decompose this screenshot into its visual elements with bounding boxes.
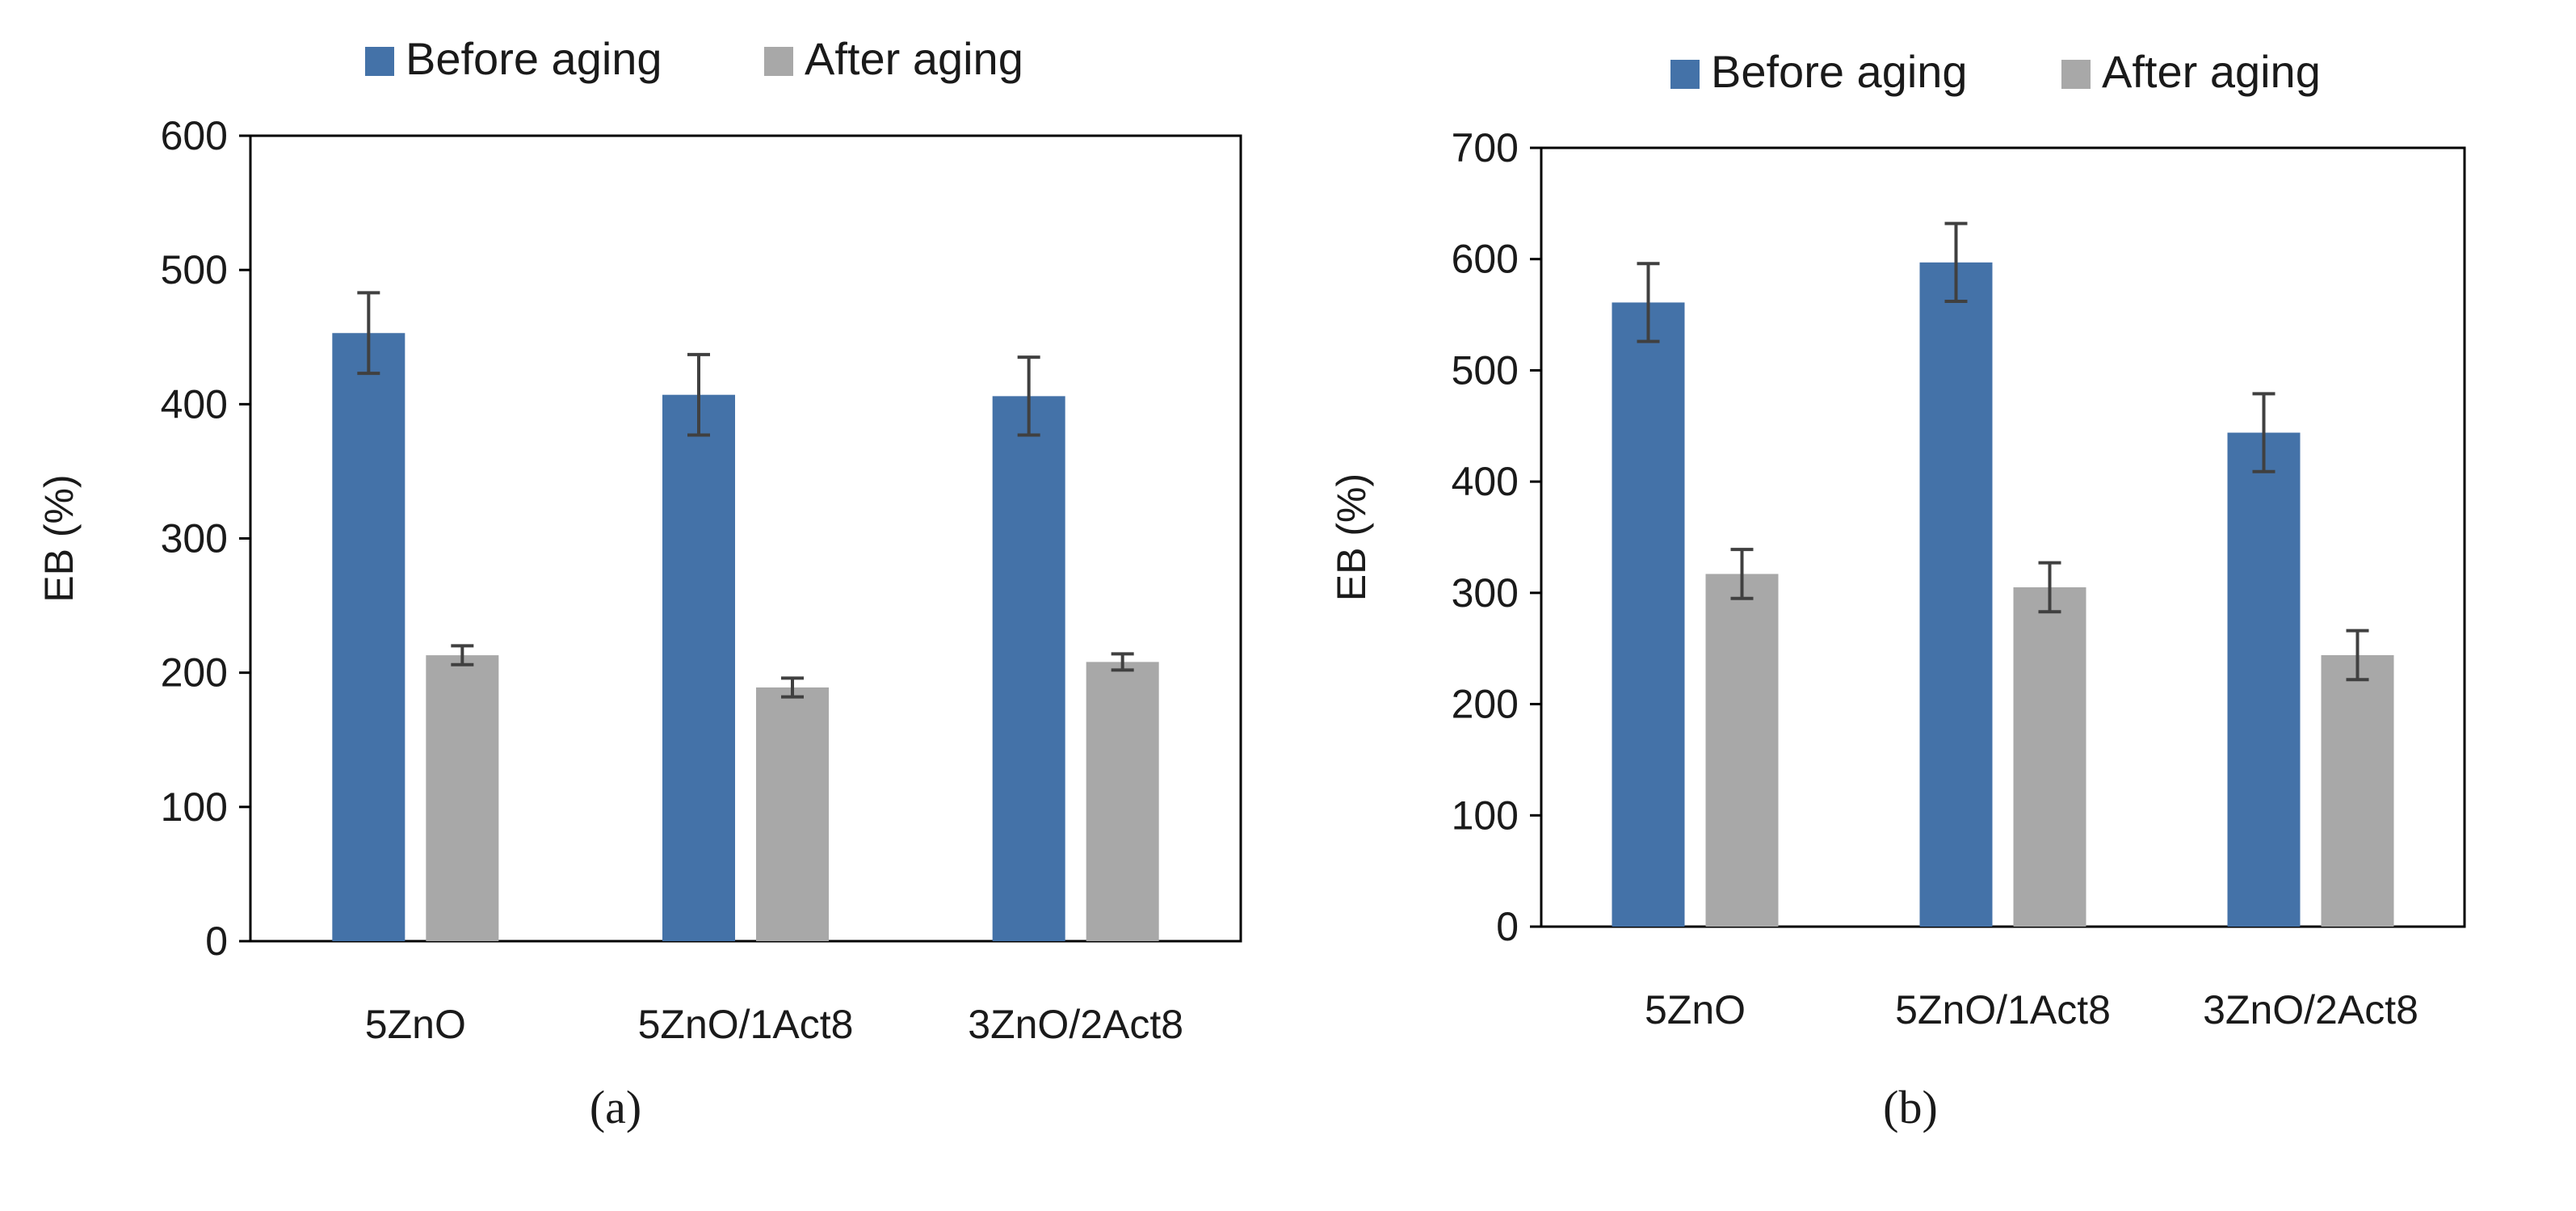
bar-before-aging <box>332 333 406 941</box>
plot-frame <box>1540 146 2466 928</box>
legend-swatch <box>764 47 793 76</box>
y-tick-label: 0 <box>1496 904 1519 949</box>
x-tick-label: 5ZnO/1Act8 <box>1895 987 2111 1032</box>
x-tick-label: 5ZnO/1Act8 <box>638 1002 854 1047</box>
legend-label: Before aging <box>1711 46 1968 97</box>
x-tick-label: 5ZnO <box>365 1002 466 1047</box>
y-tick-label: 500 <box>1452 347 1519 393</box>
y-axis-label: EB (%) <box>1329 473 1374 601</box>
y-tick-label: 100 <box>161 784 228 830</box>
y-tick-label: 0 <box>205 919 228 964</box>
bar-after-aging <box>2321 654 2394 927</box>
y-tick-label: 700 <box>1452 125 1519 170</box>
y-tick-label: 600 <box>1452 237 1519 282</box>
legend-swatch <box>365 47 394 76</box>
y-axis-label: EB (%) <box>36 474 82 602</box>
y-tick-label: 300 <box>1452 570 1519 616</box>
x-tick-label: 5ZnO <box>1645 987 1746 1032</box>
y-tick-label: 200 <box>161 650 228 696</box>
panel-label: (a) <box>590 1081 641 1133</box>
panel-label: (b) <box>1883 1081 1938 1133</box>
legend-swatch <box>2061 60 2091 89</box>
bar-before-aging <box>1612 302 1685 927</box>
y-tick-label: 100 <box>1452 793 1519 838</box>
bar-before-aging <box>992 396 1065 941</box>
y-tick-label: 500 <box>161 247 228 292</box>
legend-label: After aging <box>2102 46 2321 97</box>
x-tick-label: 3ZnO/2Act8 <box>2203 987 2418 1032</box>
bar-before-aging <box>1919 262 1993 927</box>
bar-before-aging <box>662 394 735 941</box>
x-tick-label: 3ZnO/2Act8 <box>968 1002 1183 1047</box>
y-tick-label: 400 <box>161 381 228 427</box>
bar-before-aging <box>2227 432 2301 927</box>
legend-label: Before aging <box>406 33 662 84</box>
y-tick-label: 400 <box>1452 459 1519 504</box>
bar-after-aging <box>426 655 499 941</box>
bar-after-aging <box>1705 574 1779 927</box>
bar-after-aging <box>2013 587 2086 927</box>
y-tick-label: 300 <box>161 516 228 561</box>
y-tick-label: 600 <box>161 113 228 158</box>
bar-after-aging <box>1086 662 1159 941</box>
legend-swatch <box>1670 60 1700 89</box>
chart-panel-a: 0 100 200 300 400 500 600 EB (%) 5ZnO 5ZnO/1Act8 3… <box>36 33 1242 1133</box>
legend-label: After aging <box>805 33 1023 84</box>
bar-after-aging <box>756 687 829 941</box>
chart-panel-b: 0 100 200 300 400 500 600 700 EB (%) 5ZnO 5ZnO/1Ac… <box>1329 46 2466 1133</box>
y-tick-label: 200 <box>1452 682 1519 727</box>
